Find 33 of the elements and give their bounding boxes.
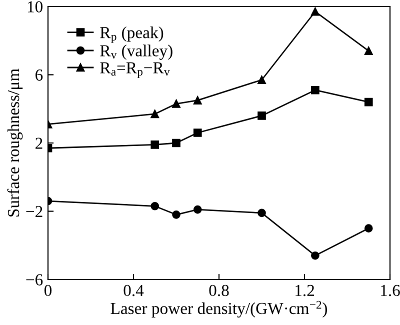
point [258,76,266,84]
x-tick-label: 1.2 [296,284,314,296]
x-axis-title: Laser power density/(GW·cm$^{−2}$) [110,300,327,318]
point [364,224,373,232]
legend-label: R$_{v}$ (valley) [100,44,172,60]
y-axis-title: Surface roughness/μm [7,68,23,216]
point [193,205,202,214]
y-tick-label: 10 [28,1,43,12]
point [311,86,320,94]
point [311,7,320,16]
point [311,251,320,260]
x-tick-label: 1.6 [381,284,400,296]
legend-label: R$_{a}$=R$_{p}$−R$_{v}$ [100,62,170,78]
legend-label: R$_{p}$ (peak) [100,26,164,43]
y-tick-label: −2 [26,206,42,218]
x-tick-label: 0.4 [124,284,144,296]
x-tick-label: 0.8 [209,284,229,296]
point [150,202,160,210]
x-tick-label: 0 [44,284,52,296]
point [364,46,373,56]
point [172,138,180,148]
point [193,96,202,105]
y-tick-label: 6 [36,69,43,81]
y-tick-label: −6 [26,274,43,286]
y-tick-label: 2 [36,138,42,149]
point [193,128,202,137]
point [172,210,180,219]
point [150,140,160,149]
point [172,100,180,108]
point [150,110,160,118]
point [258,208,266,218]
point [364,98,373,106]
point [258,112,266,120]
